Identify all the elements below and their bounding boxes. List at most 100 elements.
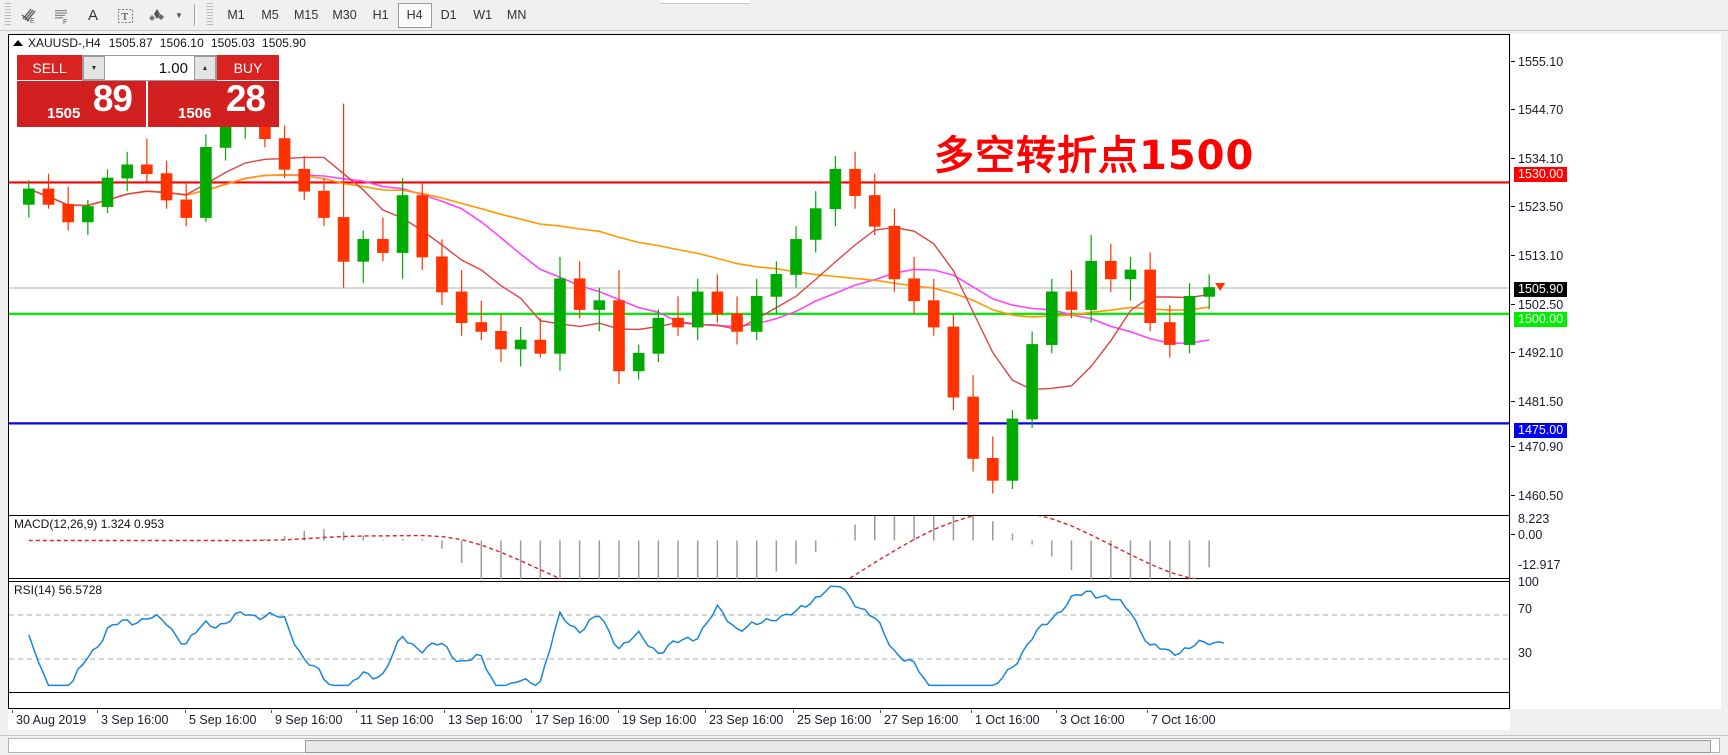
buy-price-integer: 1506 [178, 105, 212, 122]
price-scale[interactable]: 1555.10 1544.70 1534.10 1530.00 1523.50 1513.… [1511, 34, 1721, 709]
sell-price-integer: 1505 [47, 105, 81, 122]
candle-body [514, 339, 527, 350]
candle-body [1144, 269, 1156, 324]
candle-body [711, 291, 724, 315]
macd-plot[interactable] [9, 516, 1509, 579]
candle-body [790, 238, 802, 275]
candle-body [357, 238, 370, 262]
candle-body [1124, 269, 1137, 280]
collapse-triangle-icon[interactable] [13, 40, 23, 46]
text-label-icon[interactable]: A [87, 6, 98, 24]
chart-ohlc-low: 1505.03 [210, 36, 255, 50]
expert-advisors-icon[interactable]: E [14, 2, 44, 29]
time-axis-tick [971, 710, 972, 713]
timeframe-group: M1 M5 M15 M30 H1 H4 D1 W1 MN [219, 2, 534, 28]
price-axis-tick: 1534.10 [1511, 151, 1564, 166]
candlestick [1183, 283, 1196, 354]
time-scale[interactable]: 30 Aug 2019 3 Sep 16:00 5 Sep 16:00 9 Sep 1… [8, 710, 1510, 732]
time-axis-tick [356, 710, 357, 713]
text-box-icon[interactable]: T [110, 2, 140, 29]
candle-body [927, 300, 940, 328]
candlestick [318, 178, 330, 227]
rsi-axis-tick: 100 [1511, 574, 1539, 589]
candlestick [1203, 274, 1215, 310]
rsi-plot[interactable] [9, 582, 1509, 692]
candlestick [809, 191, 822, 253]
time-axis-label: 1 Oct 16:00 [975, 713, 1040, 727]
time-axis-tick [1147, 710, 1148, 713]
time-pane-spacer [9, 692, 1509, 708]
chart-ohlc-open: 1505.87 [108, 36, 153, 50]
candlestick [1065, 270, 1078, 319]
price-level-badge[interactable]: 1505.90 [1514, 282, 1568, 297]
tick-dash-icon [1511, 401, 1515, 403]
timeframe-h4[interactable]: H4 [397, 2, 432, 28]
scrollbar-track[interactable] [8, 738, 1720, 753]
timeframe-m1[interactable]: M1 [227, 8, 245, 22]
candlestick [691, 278, 704, 341]
tick-dash-icon [1511, 206, 1515, 208]
timeframe-m5[interactable]: M5 [261, 8, 279, 22]
volume-field[interactable]: ▼ 1.00 ▲ [82, 55, 217, 81]
candlestick [888, 208, 901, 292]
sell-price-block[interactable]: 1505 89 [17, 78, 146, 127]
candlestick [62, 186, 74, 231]
price-level-badge[interactable]: 1475.00 [1514, 423, 1568, 438]
macd-signal-line [28, 516, 1203, 579]
time-axis-label: 13 Sep 16:00 [448, 713, 523, 727]
volume-increment-button[interactable]: ▲ [194, 56, 216, 80]
time-axis-label: 3 Sep 16:00 [101, 713, 169, 727]
sell-button[interactable]: SELL [17, 55, 82, 81]
timeframe-m30[interactable]: M30 [332, 8, 357, 22]
candle-body [82, 206, 94, 223]
candlestick [141, 138, 153, 183]
indicators-icon[interactable]: F [46, 2, 76, 29]
timeframe-m15[interactable]: M15 [294, 8, 319, 22]
candle-body [23, 188, 35, 205]
candle-body [691, 291, 704, 328]
candle-body [475, 322, 488, 332]
candle-body [770, 274, 783, 297]
candlestick [672, 296, 684, 336]
toolbar-notch [660, 0, 750, 4]
timeframe-w1[interactable]: W1 [473, 8, 493, 22]
candle-body [868, 195, 881, 227]
objects-icon[interactable] [142, 2, 172, 29]
toolbar-grip-2[interactable] [206, 3, 213, 27]
chart-symbol-label: XAUUSD-,H4 [28, 36, 101, 50]
price-plot[interactable] [9, 51, 1509, 511]
price-level-badge[interactable]: 1530.00 [1514, 167, 1568, 182]
price-axis-tick: 1470.90 [1511, 439, 1563, 454]
objects-dropdown-caret[interactable]: ▼ [175, 10, 183, 20]
toolbar-grip-1[interactable] [4, 3, 11, 27]
timeframe-d1[interactable]: D1 [440, 8, 457, 22]
candle-body [219, 125, 232, 148]
price-level-badge[interactable]: 1500.00 [1514, 312, 1568, 327]
price-axis-tick-label: 1534.10 [1518, 151, 1564, 166]
chart-ohlc-close: 1505.90 [261, 36, 306, 50]
chart-ohlc-high: 1506.10 [159, 36, 204, 50]
horizontal-scrollbar[interactable] [0, 735, 1728, 755]
time-axis-label: 25 Sep 16:00 [797, 713, 872, 727]
candlestick [1124, 256, 1137, 301]
candle-body [613, 300, 625, 372]
price-axis-tick-label: 1544.70 [1518, 102, 1564, 117]
rsi-axis-tick-label: 70 [1518, 601, 1532, 616]
price-pane [9, 51, 1509, 511]
candle-body [1203, 287, 1215, 297]
tick-dash-icon [1511, 495, 1515, 497]
buy-button[interactable]: BUY [217, 55, 279, 81]
macd-axis-tick: 8.223 [1511, 511, 1549, 526]
macd-axis-tick: -12.917 [1511, 557, 1560, 572]
candlestick [554, 256, 566, 371]
timeframe-mn[interactable]: MN [506, 8, 527, 22]
volume-value[interactable]: 1.00 [158, 59, 188, 77]
candle-body [62, 203, 74, 223]
scrollbar-thumb[interactable] [305, 740, 1711, 753]
price-axis-tick: 1502.50 [1511, 297, 1563, 312]
volume-decrement-button[interactable]: ▼ [83, 56, 105, 80]
tick-dash-icon [1511, 255, 1515, 257]
price-axis-tick-label: 1481.50 [1518, 394, 1564, 409]
buy-price-block[interactable]: 1506 28 [148, 78, 279, 127]
timeframe-h1[interactable]: H1 [372, 8, 389, 22]
